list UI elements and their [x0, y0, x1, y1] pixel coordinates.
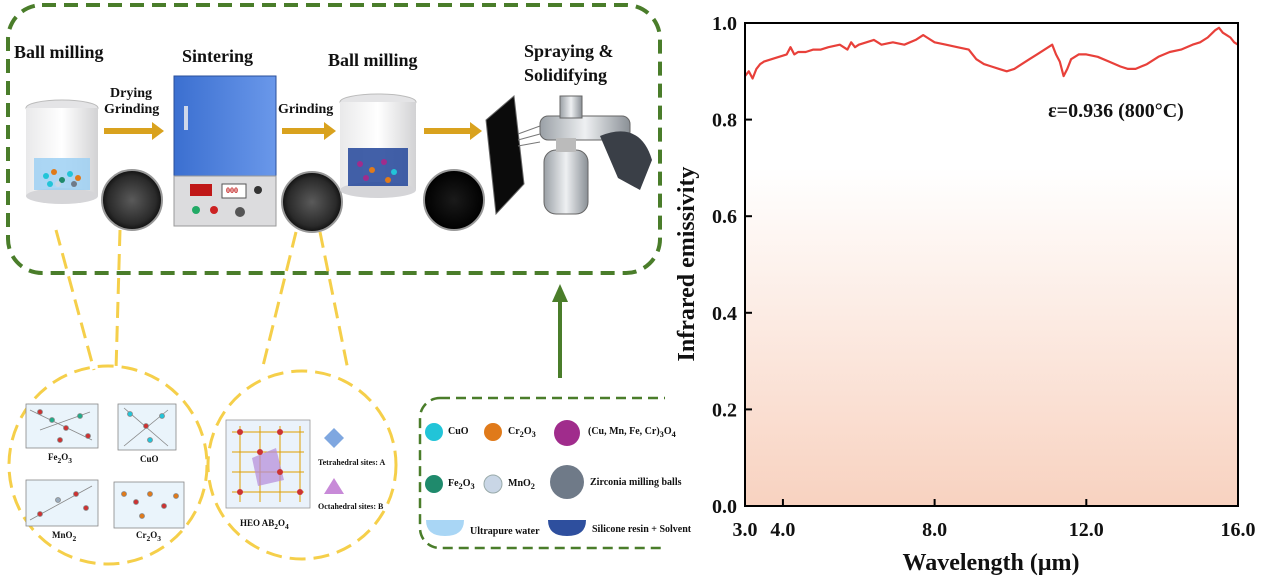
label-heo: HEO AB2O4 — [240, 518, 289, 531]
dish-1 — [101, 169, 163, 231]
emissivity-series-line — [744, 26, 1239, 80]
legend-label-fe2o3: Fe2O3 — [448, 478, 475, 491]
legend-label-water: Ultrapure water — [470, 526, 540, 537]
legend-dot-fe2o3 — [425, 475, 443, 493]
jar-2 — [339, 93, 417, 198]
legend-dot-cuo — [425, 423, 443, 441]
connector — [318, 231, 350, 371]
legend-dot-zirconia — [550, 465, 584, 499]
label-mno2: MnO2 — [52, 530, 77, 543]
x-tick-label: 12.0 — [1069, 519, 1104, 541]
process-frame — [6, 3, 662, 275]
crystal-mno2 — [25, 479, 99, 527]
x-tick-label: 3.0 — [733, 519, 758, 541]
label-tetra: Tetrahedral sites: A — [318, 458, 386, 467]
crystal-cuo — [117, 403, 177, 451]
arrow-1 — [104, 122, 164, 140]
legend-dot-cr2o3 — [484, 423, 502, 441]
legend-dot-heo — [554, 420, 580, 446]
sintering-furnace — [173, 75, 277, 227]
plot-background — [745, 23, 1238, 506]
y-tick-label: 0.8 — [712, 110, 737, 132]
x-tick-label: 16.0 — [1221, 519, 1256, 541]
legend-swatch-resin — [548, 520, 586, 536]
legend-label-resin: Silicone resin + Solvent — [592, 524, 692, 535]
label-cr2o3: Cr2O3 — [136, 530, 162, 543]
crystal-fe2o3 — [25, 403, 99, 449]
legend-frame — [418, 396, 665, 550]
oxides-circle — [7, 364, 209, 566]
y-tick-label: 0.0 — [712, 496, 737, 518]
legend-label-heo: (Cu, Mn, Fe, Cr)3O4 — [588, 426, 676, 439]
legend-glyphs — [425, 420, 586, 536]
heo-structure — [225, 419, 344, 509]
y-tick-label: 1.0 — [712, 13, 737, 35]
label-fe2o3: Fe2O3 — [48, 452, 73, 465]
legend-swatch-water — [426, 520, 464, 536]
label-cuo: CuO — [140, 454, 159, 464]
x-axis-label: Wavelength (μm) — [903, 550, 1080, 576]
connector — [260, 231, 298, 371]
step4-label-1: Spraying & — [524, 41, 614, 61]
schematic-shapes — [6, 3, 665, 566]
legend-label-zirconia: Zirconia milling balls — [590, 477, 682, 488]
step1-label: Ball milling — [14, 42, 104, 62]
arrow-3 — [424, 122, 482, 140]
step3-label: Ball milling — [328, 50, 418, 70]
step4-label-2: Solidifying — [524, 65, 608, 85]
connector — [54, 229, 96, 371]
jar-1 — [25, 99, 99, 204]
y-tick-label: 0.2 — [712, 399, 737, 421]
legend-label-mno2: MnO2 — [508, 478, 535, 491]
legend-label-cr2o3: Cr2O3 — [508, 426, 536, 439]
legend-label-cuo: CuO — [448, 426, 469, 437]
dish-2 — [281, 171, 343, 233]
process-panel: Ball milling Drying Grinding Sintering G… — [6, 3, 691, 566]
coated-panel — [485, 95, 525, 216]
arrow1-label-2: Grinding — [104, 102, 160, 117]
emissivity-annotation: ε=0.936 (800°C) — [1048, 100, 1184, 122]
y-tick-label: 0.6 — [712, 206, 737, 228]
y-tick-label: 0.4 — [712, 303, 737, 325]
emissivity-chart: 3.0 4.0 8.0 12.0 16.0 0.0 0.2 0.4 0.6 0.8 1.0 ε=0.… — [674, 13, 1256, 576]
furnace-display: 000 — [226, 186, 238, 195]
connector — [114, 229, 122, 371]
arrow2-label: Grinding — [278, 102, 334, 117]
arrow1-label-1: Drying — [110, 86, 152, 101]
heo-circle — [206, 369, 398, 561]
y-axis-label: Infrared emissivity — [674, 167, 700, 362]
label-octa: Octahedral sites: B — [318, 502, 384, 511]
step2-label: Sintering — [182, 46, 254, 66]
plot-frame — [744, 22, 1239, 507]
spray-gun — [517, 95, 652, 215]
x-tick-label: 4.0 — [770, 519, 795, 541]
arrow-2 — [282, 122, 336, 140]
x-tick-label: 8.0 — [922, 519, 947, 541]
crystal-cr2o3 — [113, 481, 185, 529]
dish-3 — [423, 169, 485, 231]
legend-dot-mno2 — [483, 474, 503, 494]
